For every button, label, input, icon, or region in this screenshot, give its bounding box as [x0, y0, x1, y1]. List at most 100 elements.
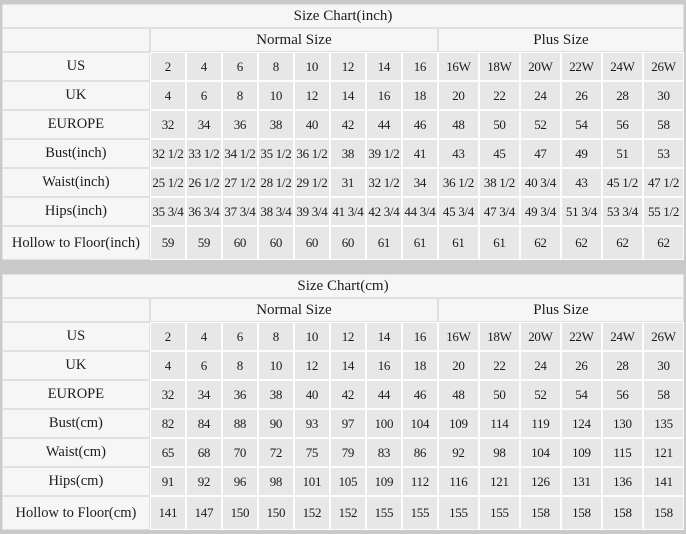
size-value-cell: 28	[601, 351, 643, 380]
size-value-cell: 44	[365, 380, 402, 409]
size-value-cell: 46	[401, 110, 438, 139]
size-value-cell: 131	[560, 467, 602, 496]
size-value-cell: 121	[478, 467, 520, 496]
size-value-cell: 60	[257, 226, 294, 260]
size-value-cell: 24	[519, 351, 561, 380]
size-value-cell: 116	[437, 467, 479, 496]
size-value-cell: 104	[519, 438, 561, 467]
table-row-hips: Hips(cm) 91 92 96 98 101 105 109 112 116 121 126 13…	[1, 467, 685, 496]
size-value-cell: 158	[519, 496, 561, 530]
row-label: Hollow to Floor(cm)	[1, 496, 150, 530]
size-value-cell: 92	[185, 467, 222, 496]
size-value-cell: 121	[642, 438, 685, 467]
size-value-cell: 53 3/4	[601, 197, 643, 226]
size-value-cell: 26	[560, 81, 602, 110]
size-value-cell: 75	[293, 438, 330, 467]
size-value-cell: 31	[329, 168, 366, 197]
group-header-row: Normal Size Plus Size	[1, 298, 685, 322]
corner-cell	[1, 298, 150, 322]
size-value-cell: 51	[601, 139, 643, 168]
size-value-cell: 14	[365, 52, 402, 81]
size-value-cell: 45 1/2	[601, 168, 643, 197]
size-value-cell: 58	[642, 110, 685, 139]
row-label: Hips(inch)	[1, 197, 150, 226]
row-label: US	[1, 322, 150, 351]
table-row-bust: Bust(cm) 82 84 88 90 93 97 100 104 109 114 119 124 1…	[1, 409, 685, 438]
size-value-cell: 39 1/2	[365, 139, 402, 168]
size-value-cell: 16W	[437, 322, 479, 351]
size-value-cell: 158	[642, 496, 685, 530]
table-title: Size Chart(cm)	[1, 274, 685, 298]
title-row: Size Chart(inch)	[1, 4, 685, 28]
size-value-cell: 18	[401, 81, 438, 110]
size-value-cell: 44 3/4	[401, 197, 438, 226]
size-value-cell: 38	[257, 110, 294, 139]
size-value-cell: 32 1/2	[365, 168, 402, 197]
size-value-cell: 6	[185, 81, 222, 110]
size-value-cell: 54	[560, 110, 602, 139]
size-value-cell: 155	[437, 496, 479, 530]
table-row-europe: EUROPE 32 34 36 38 40 42 44 46 48 50 52 54 56 58	[1, 380, 685, 409]
size-value-cell: 109	[560, 438, 602, 467]
size-value-cell: 104	[401, 409, 438, 438]
size-value-cell: 119	[519, 409, 561, 438]
size-value-cell: 60	[221, 226, 258, 260]
size-value-cell: 97	[329, 409, 366, 438]
size-value-cell: 130	[601, 409, 643, 438]
size-value-cell: 34	[401, 168, 438, 197]
table-row-waist: Waist(cm) 65 68 70 72 75 79 83 86 92 98 104 109 115 1…	[1, 438, 685, 467]
size-value-cell: 115	[601, 438, 643, 467]
size-value-cell: 155	[401, 496, 438, 530]
row-label: EUROPE	[1, 110, 150, 139]
size-value-cell: 45 3/4	[437, 197, 479, 226]
row-label: Waist(inch)	[1, 168, 150, 197]
size-value-cell: 24W	[601, 52, 643, 81]
size-value-cell: 158	[601, 496, 643, 530]
size-value-cell: 16	[401, 322, 438, 351]
size-value-cell: 6	[221, 52, 258, 81]
size-value-cell: 38	[257, 380, 294, 409]
size-chart-inch-table: Size Chart(inch) Normal Size Plus Size U…	[1, 4, 685, 260]
size-value-cell: 2	[149, 52, 186, 81]
size-value-cell: 18W	[478, 52, 520, 81]
group-header-row: Normal Size Plus Size	[1, 28, 685, 52]
size-value-cell: 150	[221, 496, 258, 530]
size-value-cell: 25 1/2	[149, 168, 186, 197]
table-row-hollow-to-floor: Hollow to Floor(cm) 141 147 150 150 152 152 15…	[1, 496, 685, 530]
size-value-cell: 147	[185, 496, 222, 530]
size-value-cell: 158	[560, 496, 602, 530]
size-value-cell: 49	[560, 139, 602, 168]
table-gap	[0, 260, 686, 274]
size-value-cell: 26	[560, 351, 602, 380]
size-value-cell: 141	[642, 467, 685, 496]
size-value-cell: 22W	[560, 322, 602, 351]
size-value-cell: 4	[185, 52, 222, 81]
size-value-cell: 36 1/2	[437, 168, 479, 197]
size-value-cell: 36 3/4	[185, 197, 222, 226]
size-value-cell: 16	[365, 351, 402, 380]
row-label: UK	[1, 81, 150, 110]
size-value-cell: 86	[401, 438, 438, 467]
size-value-cell: 96	[221, 467, 258, 496]
size-chart-cm-table: Size Chart(cm) Normal Size Plus Size US …	[1, 274, 685, 530]
table-row-us: US 2 4 6 8 10 12 14 16 16W 18W 20W 22W 24W 26W	[1, 52, 685, 81]
size-value-cell: 43	[437, 139, 479, 168]
size-value-cell: 8	[221, 351, 258, 380]
size-value-cell: 101	[293, 467, 330, 496]
size-value-cell: 10	[293, 322, 330, 351]
size-value-cell: 6	[221, 322, 258, 351]
size-value-cell: 6	[185, 351, 222, 380]
size-value-cell: 28 1/2	[257, 168, 294, 197]
size-value-cell: 150	[257, 496, 294, 530]
size-value-cell: 45	[478, 139, 520, 168]
size-value-cell: 22	[478, 81, 520, 110]
size-value-cell: 90	[257, 409, 294, 438]
row-label: Hips(cm)	[1, 467, 150, 496]
size-value-cell: 28	[601, 81, 643, 110]
size-value-cell: 42	[329, 380, 366, 409]
size-value-cell: 126	[519, 467, 561, 496]
size-value-cell: 10	[293, 52, 330, 81]
size-value-cell: 93	[293, 409, 330, 438]
size-value-cell: 79	[329, 438, 366, 467]
size-value-cell: 24W	[601, 322, 643, 351]
